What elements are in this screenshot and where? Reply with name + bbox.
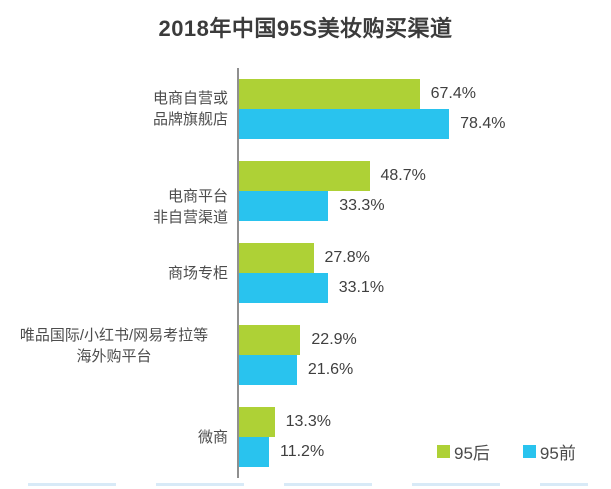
- value-label-95qian: 78.4%: [460, 115, 506, 132]
- value-label-95hou: 67.4%: [430, 85, 476, 102]
- bar-pair: 67.4% 78.4%: [239, 79, 505, 139]
- bar-95qian: [239, 109, 450, 139]
- bar-group-weishang: 微商 13.3% 11.2%: [0, 396, 611, 478]
- y-axis-line: [237, 68, 239, 478]
- bar-row-95qian: 33.3%: [239, 191, 426, 221]
- value-label-95qian: 11.2%: [280, 443, 325, 460]
- category-label: 电商平台 非自营渠道: [152, 188, 228, 226]
- bar-95hou: [239, 325, 301, 355]
- value-label-95hou: 48.7%: [380, 167, 426, 184]
- value-label-95hou: 13.3%: [285, 413, 331, 430]
- bar-pair: 48.7% 33.3%: [239, 161, 426, 221]
- value-label-95qian: 21.6%: [307, 361, 354, 378]
- bar-95qian: [239, 355, 297, 385]
- bar-95hou: [239, 243, 314, 273]
- value-label-95hou: 22.9%: [311, 331, 357, 348]
- bar-row-95qian: 78.4%: [239, 109, 505, 139]
- category-label: 电商自营或 品牌旗舰店: [152, 90, 228, 128]
- bar-row-95hou: 48.7%: [239, 161, 426, 191]
- chart-title: 2018年中国95S美妆购买渠道: [158, 16, 453, 41]
- bar-95hou: [239, 407, 275, 437]
- bar-95qian: [239, 191, 329, 221]
- bar-pair: 13.3% 11.2%: [239, 407, 331, 467]
- watermark-line: [28, 483, 588, 486]
- bar-group-ecommerce-thirdparty: 电商平台 非自营渠道 48.7% 33.3%: [0, 150, 611, 232]
- category-label: 商场专柜: [167, 264, 228, 282]
- bar-pair: 27.8% 33.1%: [239, 243, 384, 303]
- bar-95hou: [239, 161, 370, 191]
- legend-label-95qian: 95前: [539, 444, 576, 463]
- bar-pair: 22.9% 21.6%: [239, 325, 357, 385]
- value-label-95qian: 33.1%: [338, 279, 385, 296]
- bar-row-95hou: 22.9%: [239, 325, 357, 355]
- bar-row-95hou: 27.8%: [239, 243, 384, 273]
- category-label: 微商: [197, 428, 228, 446]
- bar-group-ecommerce-flagship: 电商自营或 品牌旗舰店 67.4% 78.4%: [0, 68, 611, 150]
- legend: 95后 95前: [437, 439, 576, 464]
- bar-group-department-store: 商场专柜 27.8% 33.1%: [0, 232, 611, 314]
- value-label-95qian: 33.3%: [339, 197, 385, 214]
- plot-area: 电商自营或 品牌旗舰店 67.4% 78.4% 电商平台 非自营渠道 48.7%: [0, 68, 611, 478]
- bar-row-95qian: 21.6%: [239, 355, 357, 385]
- bar-row-95hou: 67.4%: [239, 79, 505, 109]
- bar-row-95qian: 33.1%: [239, 273, 384, 303]
- bar-95qian: [239, 273, 328, 303]
- legend-item-95qian: 95前: [522, 439, 576, 464]
- legend-label-95hou: 95后: [454, 444, 490, 463]
- bar-95hou: [239, 79, 420, 109]
- bar-95qian: [239, 437, 269, 467]
- value-label-95hou: 27.8%: [324, 249, 370, 266]
- legend-swatch-95qian-icon: [522, 445, 536, 458]
- legend-swatch-95hou-icon: [437, 445, 450, 458]
- legend-item-95hou: 95后: [437, 439, 490, 464]
- bar-group-overseas-platforms: 唯品国际/小红书/网易考拉等 海外购平台 22.9% 21.6%: [0, 314, 611, 396]
- category-label: 唯品国际/小红书/网易考拉等 海外购平台: [19, 327, 209, 365]
- bar-row-95hou: 13.3%: [239, 407, 331, 437]
- bar-row-95qian: 11.2%: [239, 437, 331, 467]
